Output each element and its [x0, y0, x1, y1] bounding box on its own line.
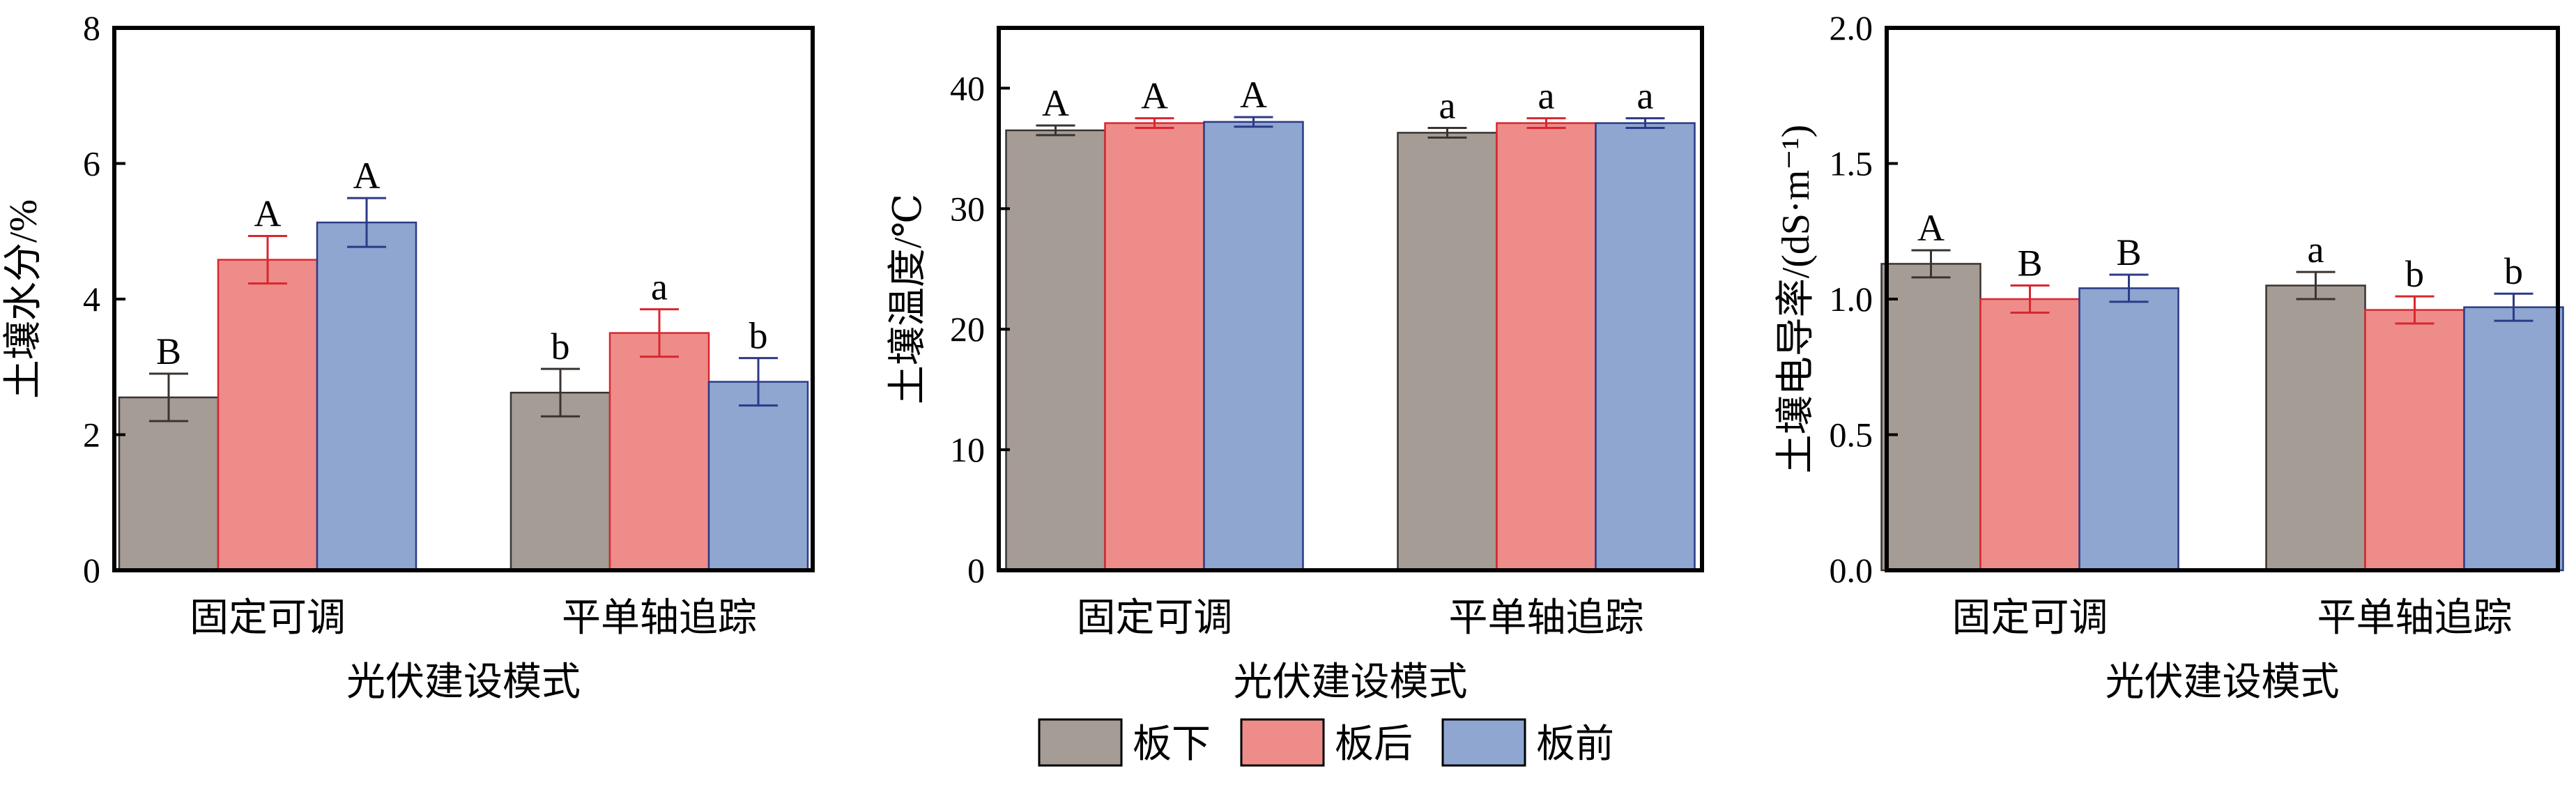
x-tick-label: 平单轴追踪	[2317, 597, 2513, 640]
significance-label: A	[1917, 207, 1945, 249]
error-bar	[1234, 116, 1273, 128]
error-bar	[2109, 273, 2149, 303]
x-tick-label: 平单轴追踪	[562, 597, 757, 640]
error-bar	[1526, 117, 1566, 129]
error-bar	[2395, 295, 2435, 325]
bar	[118, 396, 220, 572]
error-bar	[2494, 292, 2533, 322]
significance-label: B	[156, 330, 181, 372]
significance-label: B	[2116, 231, 2141, 273]
chart-panel-3: A B B 固定可调 a b b 平单轴追踪 0.0 0.5 1.0 1.5 2.0 光伏建设模式 土壤电导…	[1774, 8, 2564, 704]
bar	[1203, 121, 1304, 572]
legend-label-ban-hou: 板后	[1335, 723, 1413, 766]
error-bar	[248, 235, 287, 285]
bar	[1397, 132, 1498, 572]
x-tick-label: 固定可调	[190, 597, 346, 640]
significance-label: b	[2405, 253, 2424, 295]
chart-panels: B A A 固定可调 b a b 平单轴追踪 0 2 4 6 8 光伏建设模式 土壤水分/% A A A 固定可调 a…	[2, 8, 2564, 704]
error-bar	[149, 372, 188, 422]
bar	[1880, 263, 1981, 572]
bar	[2463, 306, 2564, 572]
y-tick-label: 0	[967, 551, 985, 590]
y-tick-label: 4	[83, 280, 100, 319]
legend-swatch-ban-hou	[1240, 718, 1325, 767]
y-tick-label: 40	[950, 68, 985, 107]
error-bar	[640, 308, 679, 358]
y-tick-label: 1.5	[1830, 144, 1873, 183]
bar	[316, 221, 417, 572]
y-tick-label: 30	[950, 189, 985, 228]
significance-label: A	[1042, 82, 1069, 124]
error-bar	[1135, 117, 1174, 129]
significance-label: B	[2017, 243, 2042, 284]
significance-label: a	[1439, 84, 1456, 126]
y-tick-label: 2	[83, 416, 100, 455]
plot-frame	[112, 26, 815, 572]
chart-panel-1: B A A 固定可调 b a b 平单轴追踪 0 2 4 6 8 光伏建设模式 土壤水分/%	[2, 8, 815, 704]
bar	[2265, 284, 2366, 572]
legend-label-ban-qian: 板前	[1536, 723, 1614, 766]
bar	[217, 259, 319, 572]
significance-label: a	[1637, 75, 1654, 117]
x-tick-label: 固定可调	[1077, 597, 1233, 640]
y-tick-label: 0.5	[1830, 416, 1873, 455]
x-tick-label: 平单轴追踪	[1449, 597, 1644, 640]
y-tick-label: 1.0	[1830, 280, 1873, 319]
error-bar	[1625, 117, 1665, 129]
significance-label: b	[2504, 250, 2523, 292]
significance-label: a	[1538, 75, 1555, 117]
bar	[1979, 298, 2080, 572]
significance-label: A	[254, 193, 282, 235]
bar	[608, 332, 710, 572]
bar	[2364, 309, 2465, 572]
error-bar	[347, 197, 386, 248]
plot-frame	[997, 26, 1704, 572]
error-bar	[541, 367, 580, 418]
y-axis-title: 土壤温度/℃	[887, 194, 930, 404]
legend-swatch-ban-xia	[1038, 718, 1123, 767]
legend: 板下 板后 板前	[1038, 718, 1614, 767]
significance-label: A	[1141, 75, 1168, 117]
x-axis-title: 光伏建设模式	[2106, 661, 2340, 704]
y-axis-title: 土壤水分/%	[2, 199, 45, 399]
error-bar	[739, 357, 778, 407]
y-tick-label: 8	[83, 8, 100, 47]
y-tick-label: 0	[83, 551, 100, 590]
y-axis-title: 土壤电导率/(dS·m⁻¹)	[1774, 125, 1818, 474]
significance-label: a	[2308, 229, 2324, 270]
significance-label: A	[353, 155, 381, 197]
y-tick-label: 20	[950, 310, 985, 349]
plot-frame	[1885, 26, 2560, 572]
chart-panel-2: A A A 固定可调 a a a 平单轴追踪 0 10 20 30 40 光伏建设模式 土壤温度/℃	[887, 26, 1704, 704]
y-tick-label: 2.0	[1830, 8, 1873, 47]
significance-label: A	[1240, 74, 1267, 116]
significance-label: b	[551, 326, 570, 367]
x-tick-label: 固定可调	[1952, 597, 2108, 640]
y-tick-label: 6	[83, 144, 100, 183]
error-bar	[2296, 270, 2336, 300]
legend-label-ban-xia: 板下	[1133, 723, 1211, 766]
x-axis-title: 光伏建设模式	[346, 661, 581, 704]
x-axis-title: 光伏建设模式	[1234, 661, 1468, 704]
legend-swatch-ban-qian	[1441, 718, 1526, 767]
bar	[1104, 122, 1205, 572]
significance-label: b	[749, 315, 768, 357]
significance-label: a	[651, 266, 668, 308]
error-bar	[2010, 284, 2050, 314]
bar	[2078, 287, 2179, 572]
error-bar	[1427, 126, 1467, 139]
y-tick-label: 10	[950, 430, 985, 469]
error-bar	[1911, 249, 1951, 279]
bar	[1496, 122, 1597, 572]
y-tick-label: 0.0	[1830, 551, 1873, 590]
bar	[707, 381, 809, 572]
bar	[1005, 129, 1106, 572]
error-bar	[1036, 124, 1075, 137]
bar	[509, 391, 611, 572]
bar	[1595, 122, 1696, 572]
